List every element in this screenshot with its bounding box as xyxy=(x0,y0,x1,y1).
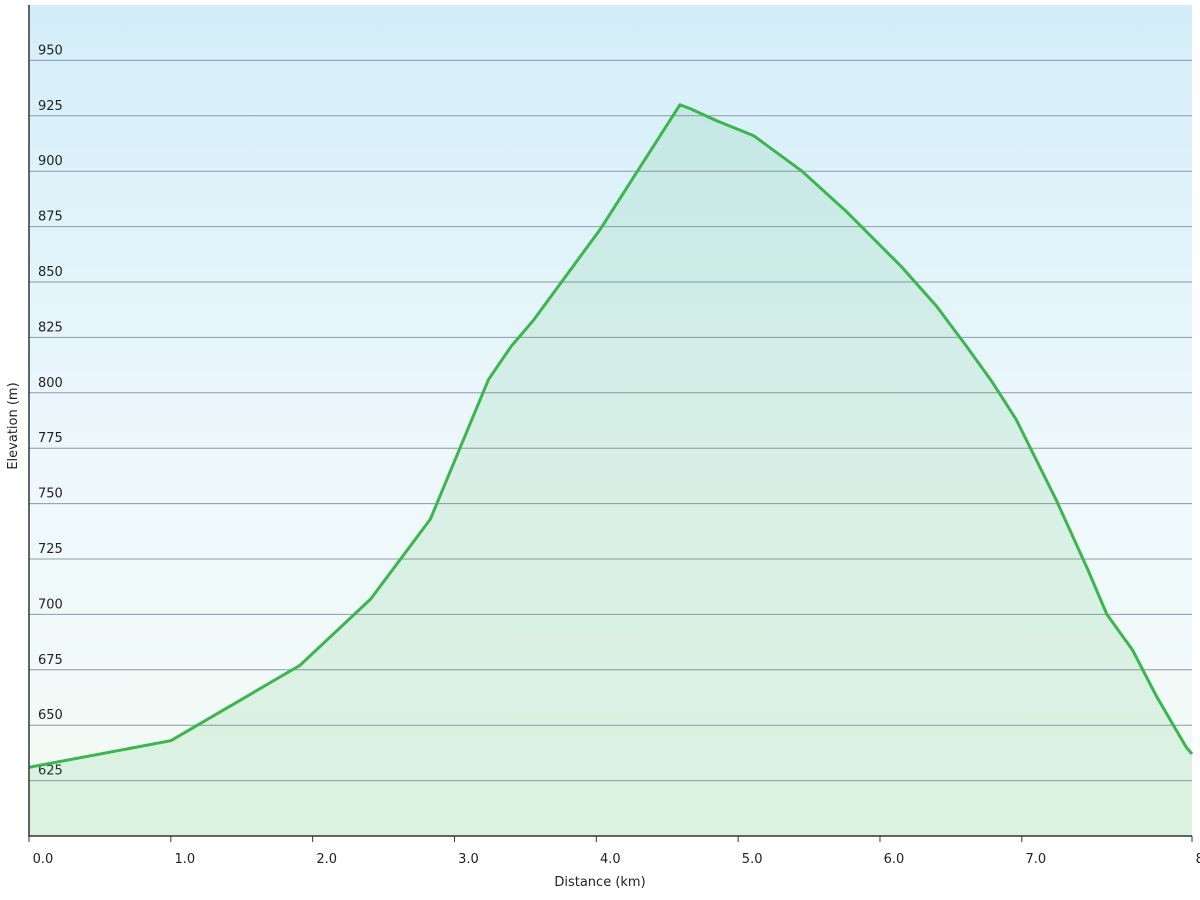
y-tick-label: 950 xyxy=(38,43,63,58)
y-tick-label: 700 xyxy=(38,597,63,612)
y-tick-label: 925 xyxy=(38,99,63,114)
x-tick-label: 4.0 xyxy=(600,852,621,867)
x-tick-label: 5.0 xyxy=(742,852,763,867)
plot-layer: 625 650 675 700 725 750 775 800 825 850 875 900 925 9… xyxy=(28,43,1194,837)
y-tick-label: 875 xyxy=(38,210,63,225)
y-tick-label: 650 xyxy=(38,708,63,723)
x-tick-label: 3.0 xyxy=(458,852,479,867)
y-tick-label: 825 xyxy=(38,320,63,335)
x-tick-label: 1.0 xyxy=(174,852,195,867)
plot-background xyxy=(29,5,1192,836)
x-tick-label: 6.0 xyxy=(884,852,905,867)
y-tick-label: 725 xyxy=(38,542,63,557)
y-tick-label: 675 xyxy=(38,653,63,668)
y-tick-label: 900 xyxy=(38,154,63,169)
y-tick-label: 625 xyxy=(38,764,63,779)
x-tick-label: 0.0 xyxy=(33,852,54,867)
x-tick-label: 7.0 xyxy=(1025,852,1046,867)
line xyxy=(28,103,1194,769)
x-axis-title: Distance (km) xyxy=(554,875,645,890)
y-tick-label: 800 xyxy=(38,376,63,391)
area xyxy=(29,104,1192,837)
x-tick-label: 2.0 xyxy=(316,852,337,867)
y-axis-title: Elevation (m) xyxy=(6,382,21,469)
y-tick-label: 775 xyxy=(38,431,63,446)
y-tick-label: 750 xyxy=(38,487,63,502)
y-tick-label: 850 xyxy=(38,265,63,280)
x-tick-label: 8.2 xyxy=(1196,852,1200,867)
